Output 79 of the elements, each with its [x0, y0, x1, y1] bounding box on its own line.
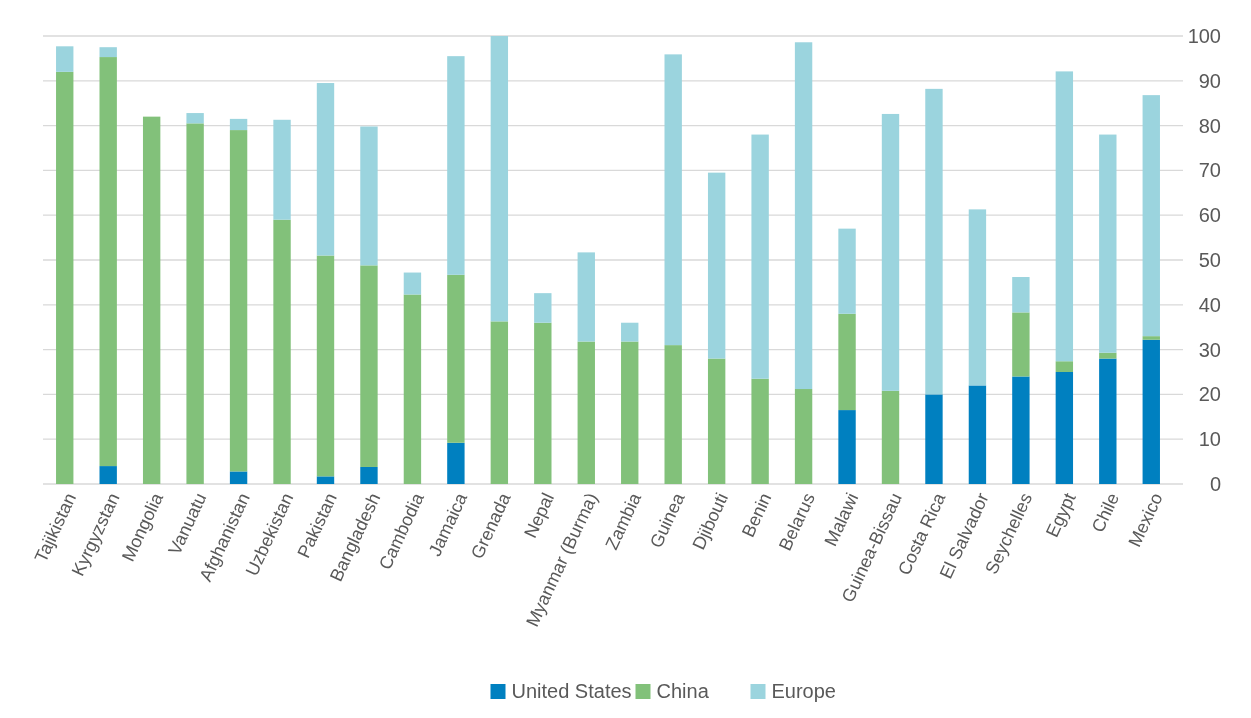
bar [99, 57, 117, 467]
bar [56, 46, 74, 72]
bar [1055, 372, 1074, 484]
y-tick-label: 0 [1209, 473, 1221, 495]
bar [447, 56, 465, 275]
bar [968, 385, 987, 484]
bar [534, 293, 552, 323]
bar [1012, 277, 1030, 313]
bar [534, 322, 552, 484]
bar [621, 341, 639, 484]
bar [56, 71, 74, 484]
bar [490, 321, 509, 484]
legend-label: Europe [771, 680, 836, 702]
bar [1142, 95, 1160, 337]
y-tick-label: 70 [1198, 159, 1221, 182]
bar [621, 322, 639, 342]
bar [794, 42, 813, 390]
bar [1055, 361, 1074, 372]
bar [925, 88, 943, 395]
y-tick-label: 90 [1198, 69, 1221, 92]
y-tick-label: 80 [1198, 114, 1221, 137]
y-tick-label: 60 [1198, 204, 1221, 227]
bar [968, 209, 987, 386]
y-tick-label: 40 [1198, 293, 1221, 316]
bar [316, 83, 335, 256]
y-tick-label: 30 [1198, 338, 1221, 361]
bar [577, 341, 595, 484]
bar [273, 219, 291, 484]
x-tick-label: Chile [1087, 489, 1124, 536]
legend-label: United States [511, 680, 632, 702]
bar [838, 313, 856, 411]
bar [1099, 358, 1117, 484]
bar [229, 130, 248, 472]
bar [1142, 339, 1160, 484]
bar [707, 358, 726, 484]
bar [664, 54, 682, 346]
bar [707, 172, 726, 359]
bar [794, 389, 813, 484]
bar [186, 123, 204, 484]
bar [403, 272, 422, 295]
bar [838, 410, 856, 484]
bar [925, 394, 943, 484]
legend-label: China [656, 680, 710, 702]
bar [229, 118, 248, 131]
y-tick-label: 100 [1187, 25, 1221, 47]
bar [99, 466, 117, 484]
bar [838, 228, 856, 314]
bar [403, 294, 422, 484]
bar [664, 345, 682, 484]
x-tick-label: Benin [737, 489, 776, 541]
bar [881, 390, 900, 484]
bar [490, 36, 509, 322]
y-tick-label: 10 [1198, 428, 1221, 451]
bar [360, 126, 378, 266]
x-tick-label: Egypt [1042, 489, 1080, 541]
bar [1012, 376, 1030, 484]
bar [142, 116, 161, 484]
bar [1099, 134, 1117, 353]
bar [360, 466, 378, 484]
bar [577, 252, 595, 342]
bar [751, 378, 769, 484]
x-tick-label: Nepal [520, 489, 559, 541]
bar [447, 274, 465, 443]
bar [447, 442, 465, 484]
bar [316, 255, 335, 477]
bar [273, 119, 291, 220]
bar [186, 113, 204, 124]
bar [1142, 336, 1160, 340]
bar [1099, 352, 1117, 359]
bar [316, 476, 335, 484]
bar [1055, 71, 1074, 362]
bar [881, 113, 900, 391]
bar [99, 47, 117, 58]
y-tick-label: 50 [1198, 249, 1221, 271]
bar [360, 265, 378, 467]
bar [1012, 312, 1030, 377]
bar [229, 471, 248, 484]
bar [751, 134, 769, 379]
y-tick-label: 20 [1198, 383, 1221, 406]
